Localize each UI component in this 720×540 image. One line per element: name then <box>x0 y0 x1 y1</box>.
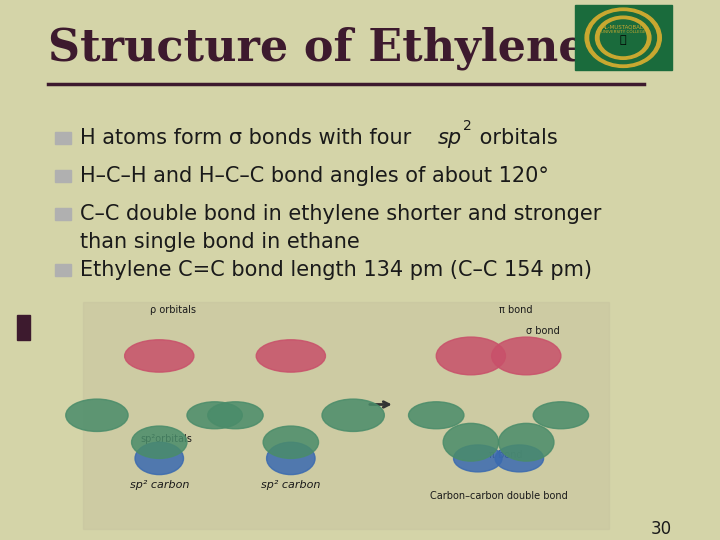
Bar <box>17 315 30 340</box>
Text: Ethylene C=C bond length 134 pm (C–C 154 pm): Ethylene C=C bond length 134 pm (C–C 154… <box>80 260 592 280</box>
Text: Carbon–carbon double bond: Carbon–carbon double bond <box>430 491 567 501</box>
Text: than single bond in ethane: than single bond in ethane <box>80 232 359 252</box>
Ellipse shape <box>187 402 243 429</box>
Text: AL-MUSTAQBAL: AL-MUSTAQBAL <box>602 24 644 30</box>
Ellipse shape <box>66 399 128 431</box>
Ellipse shape <box>256 340 325 372</box>
Ellipse shape <box>444 423 498 461</box>
Ellipse shape <box>263 426 318 458</box>
Ellipse shape <box>436 337 505 375</box>
Circle shape <box>590 12 657 64</box>
Circle shape <box>600 20 646 56</box>
Ellipse shape <box>125 340 194 372</box>
Text: 30: 30 <box>651 519 672 537</box>
Text: Structure of Ethylene: Structure of Ethylene <box>48 27 587 70</box>
Ellipse shape <box>208 402 263 429</box>
Text: σ bond: σ bond <box>526 326 560 336</box>
Bar <box>83 302 609 529</box>
Bar <box>55 208 71 219</box>
Ellipse shape <box>498 423 554 461</box>
Text: sp² carbon: sp² carbon <box>130 480 189 490</box>
Text: 2: 2 <box>462 119 472 133</box>
Text: 📖: 📖 <box>620 36 626 45</box>
Ellipse shape <box>135 442 184 475</box>
Text: UNIVERSITY COLLEGE: UNIVERSITY COLLEGE <box>601 30 646 35</box>
Ellipse shape <box>408 402 464 429</box>
Text: H atoms form σ bonds with four: H atoms form σ bonds with four <box>80 128 418 148</box>
Text: sp² carbon: sp² carbon <box>261 480 320 490</box>
Text: orbitals: orbitals <box>473 128 558 148</box>
Ellipse shape <box>495 445 544 472</box>
Text: ρ orbitals: ρ orbitals <box>150 305 196 315</box>
Text: π bond: π bond <box>489 450 522 461</box>
Bar <box>55 264 71 276</box>
Ellipse shape <box>132 426 187 458</box>
Ellipse shape <box>454 445 502 472</box>
Circle shape <box>595 16 651 59</box>
Text: H–C–H and H–C–C bond angles of about 120°: H–C–H and H–C–C bond angles of about 120… <box>80 166 549 186</box>
Text: C–C double bond in ethylene shorter and stronger: C–C double bond in ethylene shorter and … <box>80 204 601 224</box>
Ellipse shape <box>322 399 384 431</box>
Ellipse shape <box>266 442 315 475</box>
Bar <box>55 170 71 182</box>
Ellipse shape <box>534 402 588 429</box>
Text: π bond: π bond <box>498 305 532 315</box>
Text: sp²orbitals: sp²orbitals <box>140 434 192 444</box>
Bar <box>55 132 71 144</box>
Ellipse shape <box>492 337 561 375</box>
Bar <box>575 5 672 70</box>
Circle shape <box>585 8 661 68</box>
Text: sp: sp <box>438 128 462 148</box>
